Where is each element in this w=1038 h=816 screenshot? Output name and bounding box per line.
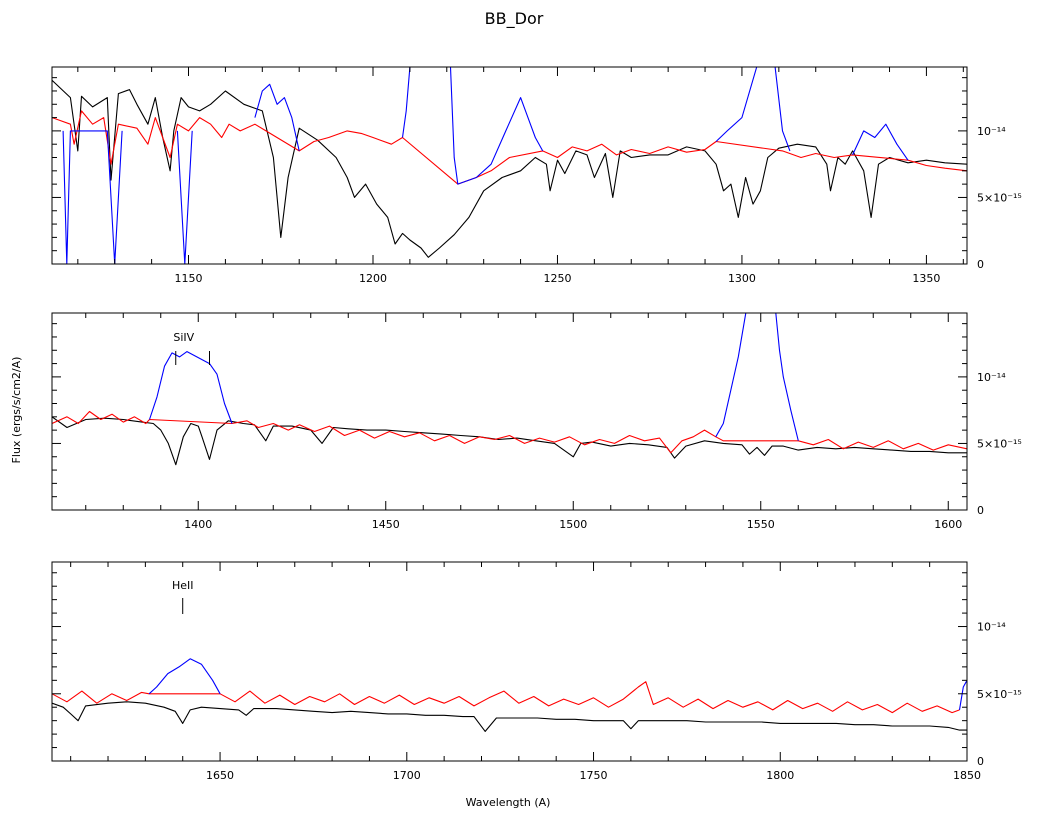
y-tick-label: 5×10⁻¹⁵ [977, 688, 1022, 701]
observed-spectrum-line [52, 681, 960, 714]
annotation-label: SiIV [173, 331, 194, 344]
x-tick-label: 1400 [184, 518, 212, 531]
line-annotation: SiIV [173, 331, 210, 365]
y-tick-label: 10⁻¹⁴ [977, 621, 1006, 634]
masked-region-line [148, 658, 967, 710]
y-tick-label: 0 [977, 504, 984, 517]
masked-region-line [62, 67, 909, 264]
x-tick-label: 1550 [747, 518, 775, 531]
x-tick-label: 1150 [175, 272, 203, 285]
y-tick-label: 10⁻¹⁴ [977, 125, 1006, 138]
chart-title: BB_Dor [485, 9, 544, 29]
model-spectrum-line [52, 416, 967, 466]
x-tick-label: 1500 [559, 518, 587, 531]
y-tick-label: 10⁻¹⁴ [977, 371, 1006, 384]
line-annotation: HeII [172, 579, 194, 614]
model-spectrum-line [52, 701, 967, 732]
panel-frame [51, 561, 968, 762]
panel-frame [51, 312, 968, 511]
panel-2: 1400 1450 1500 1550 1600 0 5×10⁻¹⁵ 10⁻¹⁴ SiIV [51, 312, 1022, 531]
y-tick-label: 0 [977, 258, 984, 271]
x-tick-label: 1250 [543, 272, 571, 285]
panel-1: 1150 1200 1250 1300 1350 0 5×10⁻¹⁵ 10⁻¹⁴ [51, 66, 1022, 285]
x-tick-label: 1600 [934, 518, 962, 531]
y-axis-title: Flux (ergs/s/cm2/A) [10, 357, 23, 464]
model-spectrum-line [52, 79, 967, 258]
plot-panels: 1150 1200 1250 1300 1350 0 5×10⁻¹⁵ 10⁻¹⁴ 1400 145… [51, 66, 1022, 782]
x-tick-label: 1850 [953, 769, 981, 782]
y-tick-label: 5×10⁻¹⁵ [977, 191, 1022, 204]
x-tick-label: 1450 [372, 518, 400, 531]
x-axis-title: Wavelength (A) [466, 796, 551, 809]
x-tick-label: 1350 [912, 272, 940, 285]
x-tick-label: 1200 [359, 272, 387, 285]
observed-spectrum-line [52, 410, 967, 454]
panel-frame [51, 66, 968, 265]
annotation-label: HeII [172, 579, 194, 592]
y-tick-label: 5×10⁻¹⁵ [977, 437, 1022, 450]
x-tick-label: 1800 [766, 769, 794, 782]
x-tick-label: 1650 [206, 769, 234, 782]
masked-region-line [148, 313, 799, 441]
y-tick-label: 0 [977, 755, 984, 768]
x-tick-label: 1750 [580, 769, 608, 782]
x-tick-label: 1700 [393, 769, 421, 782]
x-tick-label: 1300 [728, 272, 756, 285]
